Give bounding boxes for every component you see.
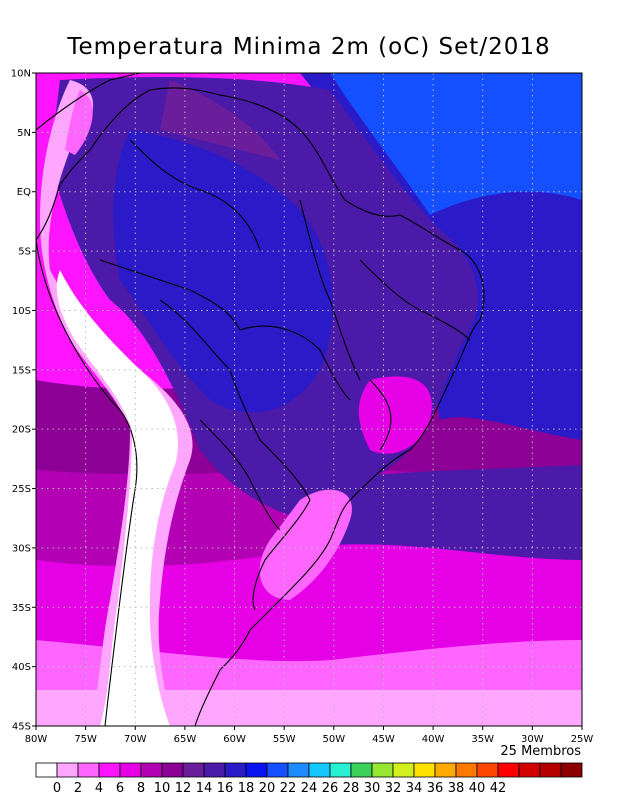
- colorbar-swatch: [539, 762, 562, 778]
- colorbar-label: 4: [95, 781, 103, 796]
- lon-tick-label: 30W: [521, 734, 544, 745]
- colorbar-label: 28: [343, 781, 360, 796]
- lat-axis: 10N 5N EQ 5S 10S 15S 20S 25S 30S 35S 40S 45S: [11, 69, 36, 733]
- colorbar-label: 34: [406, 781, 423, 796]
- colorbar-swatch: [119, 762, 142, 778]
- lat-tick-label: 10S: [12, 306, 31, 317]
- plot-frame: [35, 72, 583, 727]
- colorbar-swatch: [392, 762, 415, 778]
- country-borders: [35, 72, 485, 727]
- colorbar-label: 6: [116, 781, 124, 796]
- lat-tick-label: 15S: [12, 365, 31, 376]
- colorbar-label: 18: [238, 781, 255, 796]
- colorbar-label: 38: [448, 781, 465, 796]
- colorbar-swatch: [224, 762, 247, 778]
- colorbar-label: 32: [385, 781, 402, 796]
- lon-tick-label: 45W: [372, 734, 395, 745]
- lon-tick-label: 80W: [25, 734, 48, 745]
- colorbar-swatch: [245, 762, 268, 778]
- colorbar-swatch: [287, 762, 310, 778]
- colorbar-swatch: [182, 762, 205, 778]
- colorbar-label: 12: [175, 781, 192, 796]
- lon-tick-label: 55W: [273, 734, 296, 745]
- colorbar-swatch: [161, 762, 184, 778]
- colorbar-swatch: [413, 762, 436, 778]
- colorbar-swatch: [455, 762, 478, 778]
- colorbar-label: 20: [259, 781, 276, 796]
- lon-tick-label: 25W: [571, 734, 594, 745]
- colorbar-swatch: [497, 762, 520, 778]
- colorbar-swatch: [329, 762, 352, 778]
- lon-tick-label: 65W: [174, 734, 197, 745]
- colorbar-swatch: [56, 762, 79, 778]
- colorbar-label: 40: [469, 781, 486, 796]
- colorbar-swatch: [518, 762, 541, 778]
- colorbar-label: 16: [217, 781, 234, 796]
- lon-tick-label: 50W: [323, 734, 346, 745]
- temperature-field: [36, 73, 582, 726]
- colorbar-label: 2: [74, 781, 82, 796]
- lat-tick-label: 30S: [12, 543, 31, 554]
- colorbar-label: 30: [364, 781, 381, 796]
- colorbar-swatch: [434, 762, 457, 778]
- lon-tick-label: 60W: [223, 734, 246, 745]
- lat-tick-label: EQ: [17, 187, 31, 198]
- colorbar: [35, 762, 583, 778]
- colorbar-label: 14: [196, 781, 213, 796]
- map-title: Temperatura Minima 2m (oC) Set/2018: [67, 34, 551, 60]
- colorbar-label: 8: [137, 781, 145, 796]
- lat-tick-label: 5N: [17, 128, 31, 139]
- members-label: 25 Membros: [500, 744, 581, 759]
- lon-tick-label: 75W: [74, 734, 97, 745]
- colorbar-swatch: [266, 762, 289, 778]
- lat-tick-label: 45S: [12, 722, 31, 733]
- lon-tick-label: 35W: [471, 734, 494, 745]
- colorbar-swatch: [35, 762, 58, 778]
- colorbar-swatch: [77, 762, 100, 778]
- colorbar-label: 42: [490, 781, 507, 796]
- colorbar-label: 26: [322, 781, 339, 796]
- lat-tick-label: 5S: [18, 247, 31, 258]
- lat-tick-label: 35S: [12, 603, 31, 614]
- colorbar-swatch: [308, 762, 331, 778]
- colorbar-label: 36: [427, 781, 444, 796]
- colorbar-swatch: [98, 762, 121, 778]
- lat-tick-label: 40S: [12, 662, 31, 673]
- colorbar-swatch: [371, 762, 394, 778]
- colorbar-label: 24: [301, 781, 318, 796]
- lon-axis: 80W 75W 70W 65W 60W 55W 50W 45W 40W 35W 30W 25W: [25, 726, 594, 745]
- colorbar-swatch: [203, 762, 226, 778]
- colorbar-label: 22: [280, 781, 297, 796]
- colorbar-swatch: [560, 762, 583, 778]
- lat-tick-label: 20S: [12, 425, 31, 436]
- lon-tick-label: 40W: [422, 734, 445, 745]
- colorbar-swatch: [140, 762, 163, 778]
- colorbar-swatch: [476, 762, 499, 778]
- colorbar-label: 10: [154, 781, 171, 796]
- lat-tick-label: 25S: [12, 484, 31, 495]
- colorbar-label: 0: [53, 781, 61, 796]
- colorbar-labels: 0 2 4 6 8 10 12 14 16 18 20 22 24 26 28 30 32 34 36 38 40 42: [53, 781, 506, 796]
- lat-tick-label: 10N: [11, 69, 31, 80]
- lon-tick-label: 70W: [124, 734, 147, 745]
- colorbar-swatch: [350, 762, 373, 778]
